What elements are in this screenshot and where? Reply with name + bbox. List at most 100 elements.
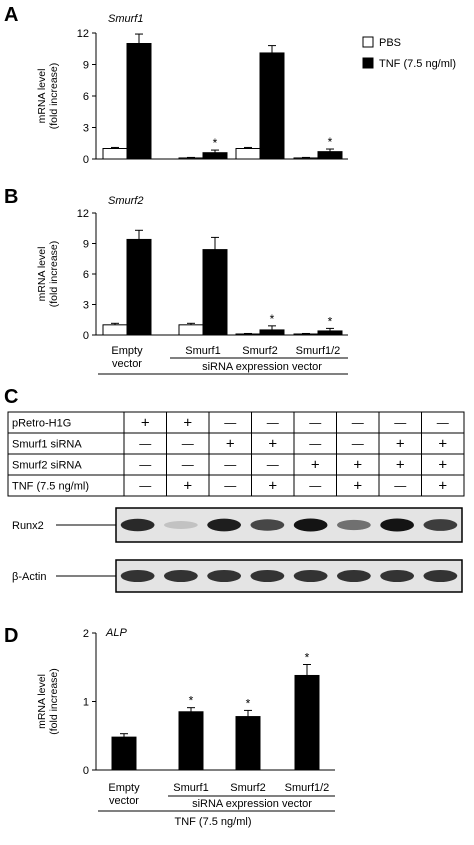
y-tick-label: 3 <box>83 300 89 312</box>
chart-smurf2-mrna: 0 3 6 9 12 Smurf2 mRNA level (fold increase) * * <box>36 195 348 342</box>
bar <box>294 674 320 771</box>
significance-marker: * <box>305 651 310 665</box>
blot-band <box>380 569 414 583</box>
bar <box>102 148 128 160</box>
table-row-label: Smurf1 siRNA <box>12 439 82 451</box>
western-blots: Runx2 β-Actin <box>12 507 463 593</box>
table-cell: — <box>224 416 236 430</box>
chart-smurf1-mrna: 0 3 6 9 12 Smurf1 mRNA level (fold increase) * * <box>36 13 348 166</box>
x-label-smurf12: Smurf1/2 <box>296 345 341 357</box>
significance-marker: * <box>328 135 333 149</box>
x-label-empty-line1: Empty <box>111 345 143 357</box>
table-cell: — <box>224 458 236 472</box>
table-cell: — <box>394 479 406 493</box>
d-tnf-label: TNF (7.5 ng/ml) <box>174 816 251 828</box>
y-axis-label-line1: mRNA level <box>36 69 48 124</box>
table-cell: + <box>183 478 192 495</box>
table-row-label: pRetro-H1G <box>12 418 71 430</box>
table-cell: — <box>267 458 279 472</box>
bar <box>235 333 261 336</box>
table-cell: — <box>182 458 194 472</box>
bar <box>178 157 204 160</box>
y-axis-label-line2: (fold increase) <box>48 668 60 735</box>
y-axis-label-line2: (fold increase) <box>48 241 60 308</box>
bar <box>102 324 128 336</box>
y-tick-label: 0 <box>83 154 89 166</box>
table-cell: — <box>139 479 151 493</box>
blot-band <box>207 518 241 532</box>
y-tick-label: 3 <box>83 123 89 135</box>
legend-swatch-tnf <box>362 57 374 69</box>
table-cell: — <box>139 437 151 451</box>
legend-label-pbs: PBS <box>379 37 401 49</box>
table-cell: — <box>309 479 321 493</box>
table-cell: + <box>353 478 362 495</box>
legend-label-tnf: TNF (7.5 ng/ml) <box>379 58 456 70</box>
legend: PBS TNF (7.5 ng/ml) <box>362 36 456 70</box>
table-cell: — <box>309 416 321 430</box>
blot-band <box>120 569 155 583</box>
x-axis-labels-ab: Empty vector Smurf1 Smurf2 Smurf1/2 siRN… <box>98 345 348 375</box>
table-cell: + <box>438 436 447 453</box>
bar <box>259 329 285 336</box>
panel-label-b: B <box>4 186 18 208</box>
bar <box>317 151 343 160</box>
chart-title: ALP <box>105 627 127 639</box>
y-tick-label: 9 <box>83 239 89 251</box>
blot-label: Runx2 <box>12 520 44 532</box>
d-x-group-label: siRNA expression vector <box>192 798 312 810</box>
blot-band <box>293 569 328 583</box>
table-cell: + <box>396 457 405 474</box>
table-row-label: Smurf2 siRNA <box>12 460 82 472</box>
y-axis-label-line1: mRNA level <box>36 674 48 729</box>
d-x-label-smurf1: Smurf1 <box>173 782 208 794</box>
bar <box>235 716 261 771</box>
bar <box>126 43 152 160</box>
legend-swatch-pbs <box>362 36 374 48</box>
x-label-smurf1: Smurf1 <box>185 345 220 357</box>
x-group-label: siRNA expression vector <box>202 361 322 373</box>
table-cell: — <box>267 416 279 430</box>
table-cell: — <box>139 458 151 472</box>
blot-band <box>423 519 458 531</box>
bar <box>111 736 137 771</box>
d-x-label-smurf2: Smurf2 <box>230 782 265 794</box>
y-tick-label: 6 <box>83 269 89 281</box>
bar <box>235 148 261 160</box>
blot-band <box>337 569 371 583</box>
panel-label-c: C <box>4 386 18 408</box>
y-tick-label: 2 <box>83 628 89 640</box>
y-tick-label: 0 <box>83 765 89 777</box>
blot-band <box>250 519 285 531</box>
chart-alp-mrna: 0 1 2 ALP mRNA level (fold increase) * * * <box>36 627 335 777</box>
y-tick-label: 6 <box>83 91 89 103</box>
bar <box>259 52 285 160</box>
blot-label: β-Actin <box>12 571 46 583</box>
blot-band <box>293 518 328 532</box>
bar <box>317 330 343 336</box>
d-x-label-smurf12: Smurf1/2 <box>285 782 330 794</box>
table-cell: — <box>437 416 449 430</box>
table-cell: + <box>183 415 192 432</box>
chart-title: Smurf2 <box>108 195 143 207</box>
bar <box>293 333 319 336</box>
table-cell: — <box>224 479 236 493</box>
table-cell: + <box>141 415 150 432</box>
y-tick-label: 9 <box>83 60 89 72</box>
panel-label-d: D <box>4 625 18 647</box>
significance-marker: * <box>328 314 333 328</box>
blot-band <box>250 569 285 583</box>
bar <box>293 157 319 160</box>
y-tick-label: 12 <box>77 28 89 40</box>
significance-marker: * <box>189 694 194 708</box>
table-cell: + <box>268 436 277 453</box>
d-x-label-empty-line2: vector <box>109 795 139 807</box>
bar <box>178 711 204 771</box>
table-cell: + <box>353 457 362 474</box>
bar <box>126 238 152 336</box>
d-x-label-empty-line1: Empty <box>108 782 140 794</box>
significance-marker: * <box>246 696 251 710</box>
y-tick-label: 12 <box>77 208 89 220</box>
blot-band <box>164 521 198 529</box>
